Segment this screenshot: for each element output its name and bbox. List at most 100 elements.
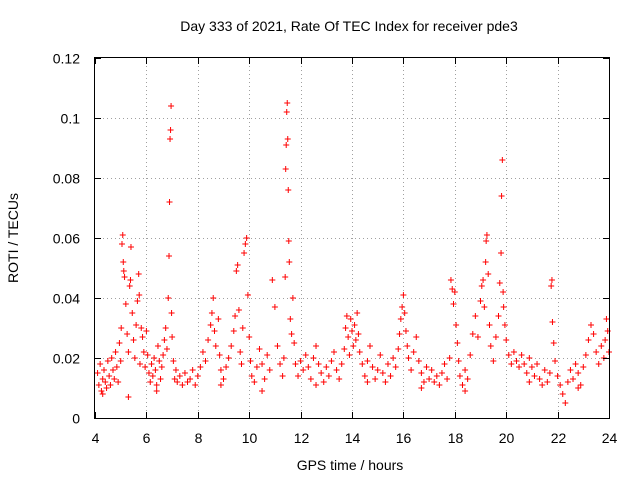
data-point [503, 337, 510, 343]
data-point [143, 328, 150, 334]
data-point [187, 376, 194, 382]
data-point [153, 388, 160, 394]
data-point [374, 367, 381, 373]
data-point [575, 385, 582, 391]
data-point [189, 367, 196, 373]
data-point [95, 382, 102, 388]
data-point [163, 346, 170, 352]
data-point [550, 340, 557, 346]
data-point [131, 355, 138, 361]
data-point [444, 376, 451, 382]
data-point [274, 343, 281, 349]
data-point [323, 364, 330, 370]
axes: 4 6 8 10 12 14 16 18 20 22 24 0 0.02 0.04 0.06 0.08 0.1 0… [53, 51, 618, 447]
data-point [176, 373, 183, 379]
data-point [505, 352, 512, 358]
data-point [518, 352, 525, 358]
data-point [392, 364, 399, 370]
y-tick-label: 0.12 [53, 51, 80, 67]
data-point [223, 364, 230, 370]
data-point [315, 361, 322, 367]
data-point [459, 382, 466, 388]
data-point [241, 250, 248, 256]
data-point [248, 373, 255, 379]
data-point [246, 334, 253, 340]
data-point [355, 331, 362, 337]
data-point [116, 340, 123, 346]
data-point [590, 331, 597, 337]
data-point [564, 379, 571, 385]
data-point [259, 388, 266, 394]
data-point [279, 373, 286, 379]
data-point [100, 367, 107, 373]
data-point [426, 376, 433, 382]
data-point [104, 358, 111, 364]
data-point [313, 382, 320, 388]
data-point [243, 235, 250, 241]
data-point [570, 376, 577, 382]
data-point [408, 367, 415, 373]
data-point [526, 355, 533, 361]
y-tick-label: 0.08 [53, 171, 80, 187]
data-point [237, 349, 244, 355]
x-axis-label: GPS time / hours [297, 457, 404, 473]
data-point [433, 373, 440, 379]
data-point [513, 358, 520, 364]
data-point [510, 349, 517, 355]
data-point [129, 310, 136, 316]
data-point [526, 379, 533, 385]
data-point [462, 388, 469, 394]
data-point [210, 295, 217, 301]
data-point [598, 343, 605, 349]
data-point [247, 358, 254, 364]
data-point [232, 313, 239, 319]
data-point [172, 367, 179, 373]
data-point [487, 343, 494, 349]
data-point [168, 310, 175, 316]
data-point [318, 370, 325, 376]
data-point [336, 376, 343, 382]
x-tick-label: 20 [499, 430, 515, 446]
data-point [462, 367, 469, 373]
data-point [216, 352, 223, 358]
data-point [546, 370, 553, 376]
data-point [225, 355, 232, 361]
data-point [154, 343, 161, 349]
data-point [147, 379, 154, 385]
data-point [125, 394, 132, 400]
data-point [284, 136, 291, 142]
data-point [142, 364, 149, 370]
y-tick-label: 0 [72, 411, 80, 427]
x-tick-label: 18 [448, 430, 464, 446]
data-point [379, 370, 386, 376]
data-point [364, 358, 371, 364]
data-point [539, 382, 546, 388]
data-point [264, 352, 271, 358]
data-point [486, 322, 493, 328]
data-point [548, 283, 555, 289]
data-point [492, 334, 499, 340]
data-point [127, 244, 134, 250]
data-point [343, 313, 350, 319]
data-point [125, 349, 132, 355]
data-point [593, 349, 600, 355]
data-point [366, 343, 373, 349]
data-point [320, 379, 327, 385]
data-point [585, 337, 592, 343]
plot-frame [94, 57, 610, 419]
data-point [352, 337, 359, 343]
data-point [346, 352, 353, 358]
data-point [234, 262, 241, 268]
data-point [119, 232, 126, 238]
data-points [94, 100, 612, 406]
data-point [305, 364, 312, 370]
data-point [495, 313, 502, 319]
data-point [124, 331, 131, 337]
data-point [179, 382, 186, 388]
data-point [602, 337, 609, 343]
data-point [269, 277, 276, 283]
data-point [423, 364, 430, 370]
data-point [454, 340, 461, 346]
data-point [211, 328, 218, 334]
data-point [450, 301, 457, 307]
